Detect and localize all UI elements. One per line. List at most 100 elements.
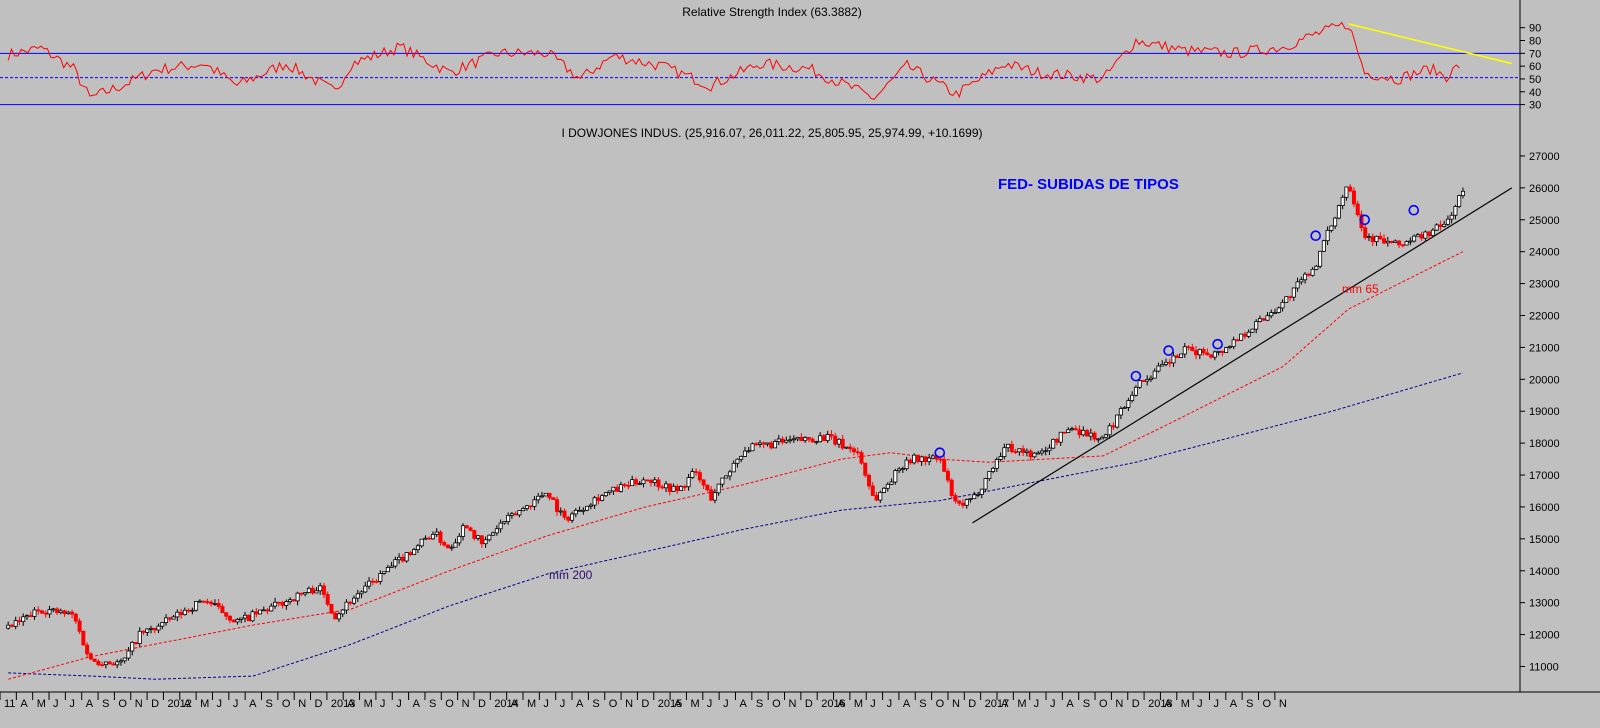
candle-up — [1374, 235, 1379, 243]
candle-up — [122, 657, 127, 662]
candle-down — [870, 485, 875, 496]
candle-up — [532, 499, 537, 507]
x-tick-label: A — [1066, 698, 1074, 710]
candle-down — [329, 603, 334, 614]
candle-up — [1156, 365, 1161, 372]
candle-up — [919, 456, 924, 462]
candle-up — [1321, 240, 1326, 252]
candle-up — [1273, 312, 1278, 314]
candle-up — [897, 468, 902, 472]
candle-up — [1453, 206, 1458, 216]
candle-down — [1438, 224, 1443, 227]
x-tick-label: J — [870, 698, 876, 710]
x-tick-label: M — [37, 698, 46, 710]
candle-up — [344, 601, 349, 611]
x-tick-label: 2013 — [331, 698, 355, 710]
candle-up — [288, 599, 293, 602]
candle-down — [280, 601, 285, 606]
x-tick-label: O — [936, 698, 945, 710]
candle-down — [442, 542, 447, 546]
x-tick-label: M — [1181, 698, 1190, 710]
x-tick-label: M — [364, 698, 373, 710]
candle-down — [833, 435, 838, 445]
candle-down — [81, 630, 86, 646]
candle-up — [671, 485, 676, 492]
candle-down — [220, 606, 225, 614]
candle-up — [1415, 234, 1420, 237]
marker-circle — [1163, 345, 1174, 356]
candle-up — [502, 521, 507, 524]
candle-up — [1171, 355, 1176, 364]
candle-up — [825, 434, 830, 442]
candle-up — [242, 614, 247, 619]
candle-up — [434, 531, 439, 535]
candle-down — [1013, 451, 1018, 453]
candle-down — [186, 609, 191, 612]
candle-down — [547, 492, 552, 499]
candle-down — [848, 446, 853, 450]
candle-down — [1028, 450, 1033, 458]
price-tick-label: 19000 — [1529, 406, 1560, 418]
candle-up — [836, 438, 841, 445]
candle-down — [427, 537, 432, 540]
candle-down — [1194, 350, 1199, 356]
candle-up — [1340, 196, 1345, 207]
candle-down — [227, 615, 232, 621]
candle-up — [1032, 452, 1037, 458]
candle-down — [810, 438, 815, 443]
price-tick-label: 15000 — [1529, 534, 1560, 546]
x-tick-label: D — [315, 698, 323, 710]
x-tick-label: A — [249, 698, 257, 710]
candle-up — [1295, 281, 1300, 289]
candle-up — [1002, 447, 1007, 457]
candle-up — [273, 601, 278, 607]
candle-up — [912, 454, 917, 464]
candle-up — [415, 545, 420, 550]
x-tick-label: J — [543, 698, 549, 710]
candle-up — [182, 609, 187, 616]
support-trendline — [972, 187, 1513, 524]
candle-up — [1449, 214, 1454, 220]
candle-up — [306, 587, 311, 593]
candle-up — [686, 477, 691, 488]
candle-up — [13, 620, 18, 627]
candle-up — [1145, 379, 1150, 382]
candle-down — [709, 489, 714, 501]
candle-up — [758, 442, 763, 445]
candle-up — [126, 650, 131, 659]
candle-up — [1336, 205, 1341, 219]
candle-up — [412, 549, 417, 555]
candle-up — [1118, 408, 1123, 416]
candle-up — [742, 450, 747, 457]
candle-down — [1261, 318, 1266, 321]
x-tick-label: J — [1213, 698, 1219, 710]
candle-up — [461, 525, 466, 537]
candle-down — [325, 594, 330, 605]
candle-up — [385, 567, 390, 573]
candle-up — [115, 661, 120, 666]
candle-up — [1058, 431, 1063, 443]
candle-up — [773, 441, 778, 449]
candle-down — [648, 479, 653, 483]
candle-up — [585, 505, 590, 511]
candle-up — [498, 522, 503, 530]
candle-up — [712, 492, 717, 501]
x-tick-label: N — [1115, 698, 1123, 710]
candle-down — [370, 580, 375, 583]
candle-up — [419, 538, 424, 547]
x-tick-label: N — [298, 698, 306, 710]
candle-up — [284, 601, 289, 606]
x-tick-label: A — [511, 698, 519, 710]
rsi-tick-label: 30 — [1529, 100, 1541, 112]
x-tick-label: M — [200, 698, 209, 710]
x-tick-label: N — [952, 698, 960, 710]
candle-up — [979, 488, 984, 495]
candle-up — [521, 508, 526, 512]
candle-up — [1006, 443, 1011, 449]
x-tick-label: S — [429, 698, 436, 710]
x-tick-label: A — [576, 698, 584, 710]
candle-up — [1412, 235, 1417, 242]
candle-down — [915, 454, 920, 462]
candle-down — [949, 479, 954, 496]
candle-up — [573, 509, 578, 515]
